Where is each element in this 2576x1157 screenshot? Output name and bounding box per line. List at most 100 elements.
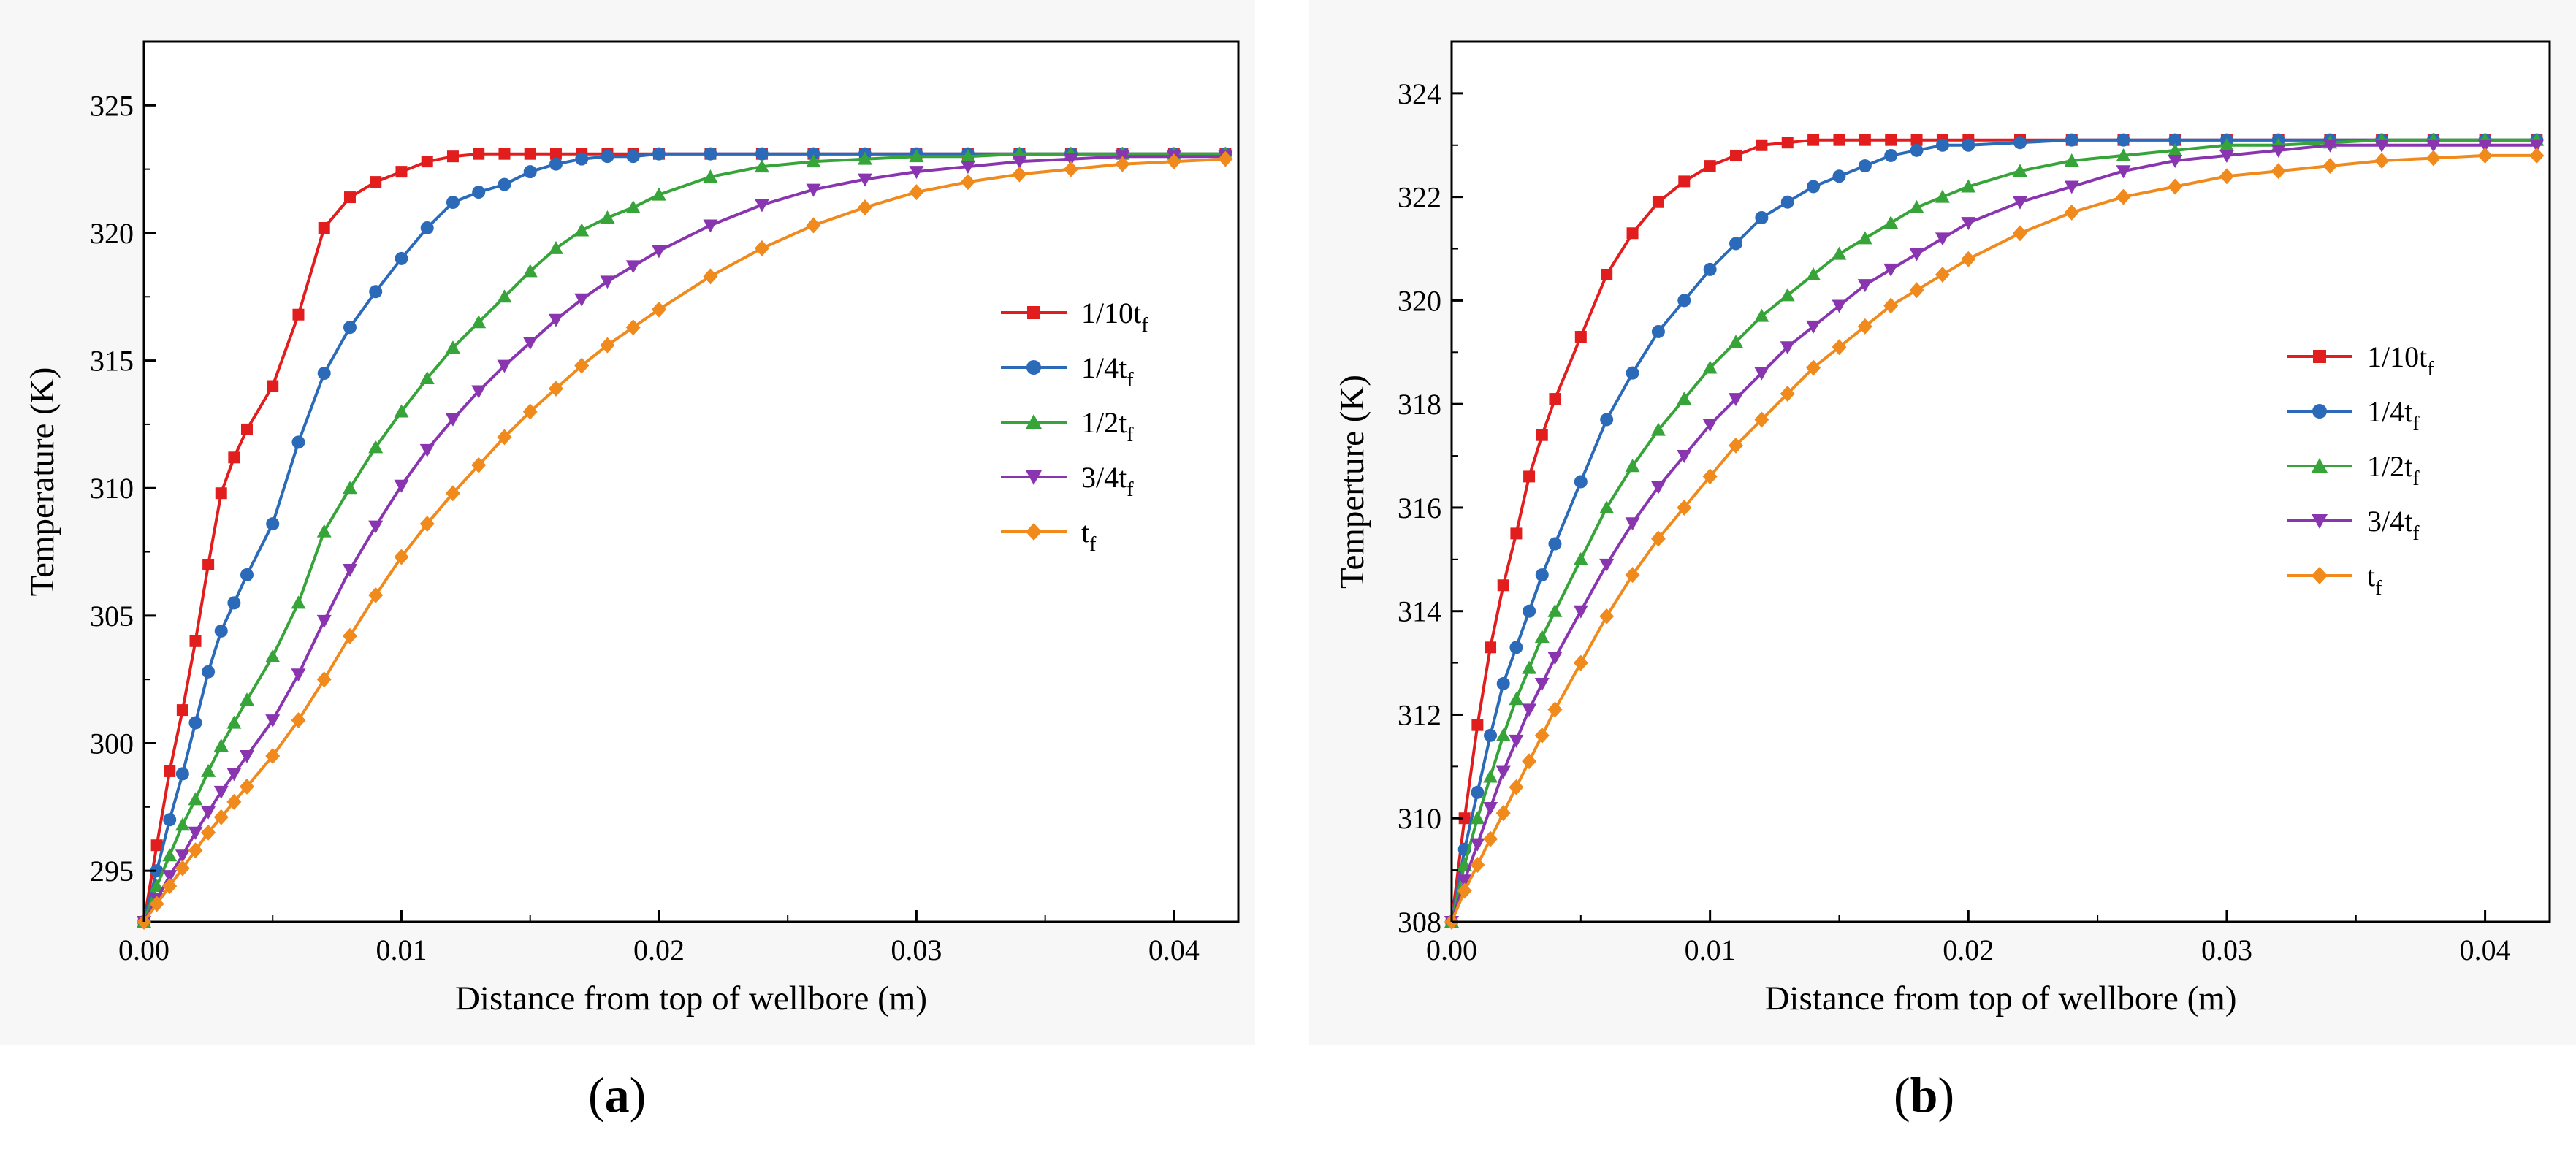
y-tick-label: 312 [1398, 698, 1441, 731]
x-tick-label: 0.03 [2201, 933, 2252, 966]
series-4-point [857, 199, 872, 216]
series-1-point [343, 321, 357, 335]
series-0-point [1574, 331, 1587, 343]
chart-panel-a: 0.00 0.01 0.02 0.03 0.04 295 300 305 310 315 320 32… [23, 40, 1240, 1017]
series-1-point [446, 196, 460, 210]
series-3-point [175, 849, 190, 863]
panel-a-caption: (a) [588, 1067, 647, 1123]
y-tick-label: 324 [1398, 77, 1441, 110]
series-0-point [215, 487, 227, 500]
series-4-point [316, 671, 332, 688]
legend-label: 1/4tf [1081, 351, 1134, 392]
series-3-point [1534, 677, 1550, 691]
legend-swatch-marker [2313, 350, 2326, 363]
series-4 [1444, 147, 2545, 930]
series-2-point [1935, 189, 1950, 203]
series-3-point [703, 219, 718, 233]
series-3-point [1935, 232, 1950, 246]
legend-label: 1/10tf [2367, 340, 2434, 381]
series-4-point [1115, 156, 1130, 172]
series-0-point [1781, 137, 1794, 149]
x-tick-label: 0.04 [1148, 933, 1200, 966]
series-1-point [1962, 138, 1975, 152]
chart-panel-b: 0.00 0.01 0.02 0.03 0.04 308 310 312 314 316 318 32… [1333, 40, 2551, 1017]
series-0-point [1601, 268, 1613, 280]
series-2-point [368, 440, 384, 454]
series-1-point [807, 147, 820, 161]
series-2-point [1599, 500, 1615, 513]
series-2-point [1832, 246, 1847, 260]
legend-item: 1/10tf [1001, 297, 1148, 337]
series-3-line [142, 155, 1226, 923]
series-1-point [150, 864, 164, 878]
series-0-point [189, 635, 202, 647]
series-2-point [175, 817, 190, 831]
series-2-point [1625, 459, 1640, 473]
series-2-point [1522, 660, 1537, 674]
legend-label: 1/10tf [1081, 297, 1148, 337]
series-3-point [201, 806, 216, 820]
legend-label: tf [1081, 516, 1097, 556]
series-1 [1445, 133, 2544, 928]
series-4-point [291, 712, 306, 729]
series-3-point [2064, 180, 2079, 194]
series-1-point [2168, 133, 2182, 147]
series-1-point [652, 147, 666, 161]
series-2-point [1573, 551, 1588, 565]
series-3-point [226, 768, 242, 782]
y-tick-label: 300 [90, 728, 134, 760]
series-4-point [1780, 386, 1795, 402]
series-3-point [1650, 481, 1666, 495]
series-1-point [1677, 294, 1691, 308]
series-4-point [1495, 805, 1511, 822]
series-4-point [419, 516, 435, 532]
series-3-point [1780, 341, 1795, 355]
series-3-point [2426, 139, 2441, 153]
series-4-point [1754, 411, 1769, 428]
series-0-point [1859, 134, 1871, 146]
series-4-point [342, 627, 357, 644]
plot-marks [1444, 132, 2545, 930]
series-1-point [2013, 136, 2027, 150]
series-0-point [164, 765, 176, 777]
legend-swatch-marker [1026, 414, 1042, 429]
series-2-point [754, 159, 769, 173]
legend-swatch-marker [1026, 470, 1042, 485]
series-4-point [754, 240, 769, 256]
series-4-point [188, 842, 203, 859]
series-4-point [1625, 567, 1640, 584]
series-2-point [806, 154, 821, 168]
series-4-point [1909, 282, 1924, 299]
series-1-point [188, 716, 202, 730]
series-2-point [1857, 231, 1872, 245]
y-tick-label: 310 [1398, 802, 1441, 835]
legend-item: 1/2tf [1001, 406, 1134, 446]
series-2-point [291, 595, 306, 609]
series-2-point [1547, 603, 1563, 617]
series-3-point [960, 161, 975, 175]
series-2-point [213, 738, 229, 752]
series-3-point [2477, 139, 2493, 153]
series-1-point [2065, 133, 2078, 147]
series-1-point [420, 221, 434, 234]
x-tick-label: 0.04 [2460, 933, 2511, 966]
series-3-point [1509, 734, 1524, 748]
x-tick-label: 0.01 [1685, 933, 1736, 966]
series-2-point [1780, 288, 1795, 302]
series-3-point [2168, 155, 2183, 169]
series-0-point [1497, 579, 1509, 592]
legend-item: 1/4tf [1001, 351, 1134, 392]
y-tick-label: 314 [1398, 595, 1441, 628]
series-3-point [1495, 765, 1511, 779]
series-4-point [1857, 318, 1872, 335]
series-2-point [149, 879, 164, 893]
series-3-point [291, 668, 306, 682]
series-3-point [754, 199, 769, 213]
series-4-point [149, 896, 164, 912]
legend-label: 3/4tf [1081, 461, 1134, 501]
series-4-point [1470, 857, 1485, 874]
legend-item: 1/10tf [2287, 340, 2434, 381]
series-0-point [1833, 134, 1845, 146]
series-2-point [909, 149, 924, 163]
series-3-point [445, 413, 460, 427]
